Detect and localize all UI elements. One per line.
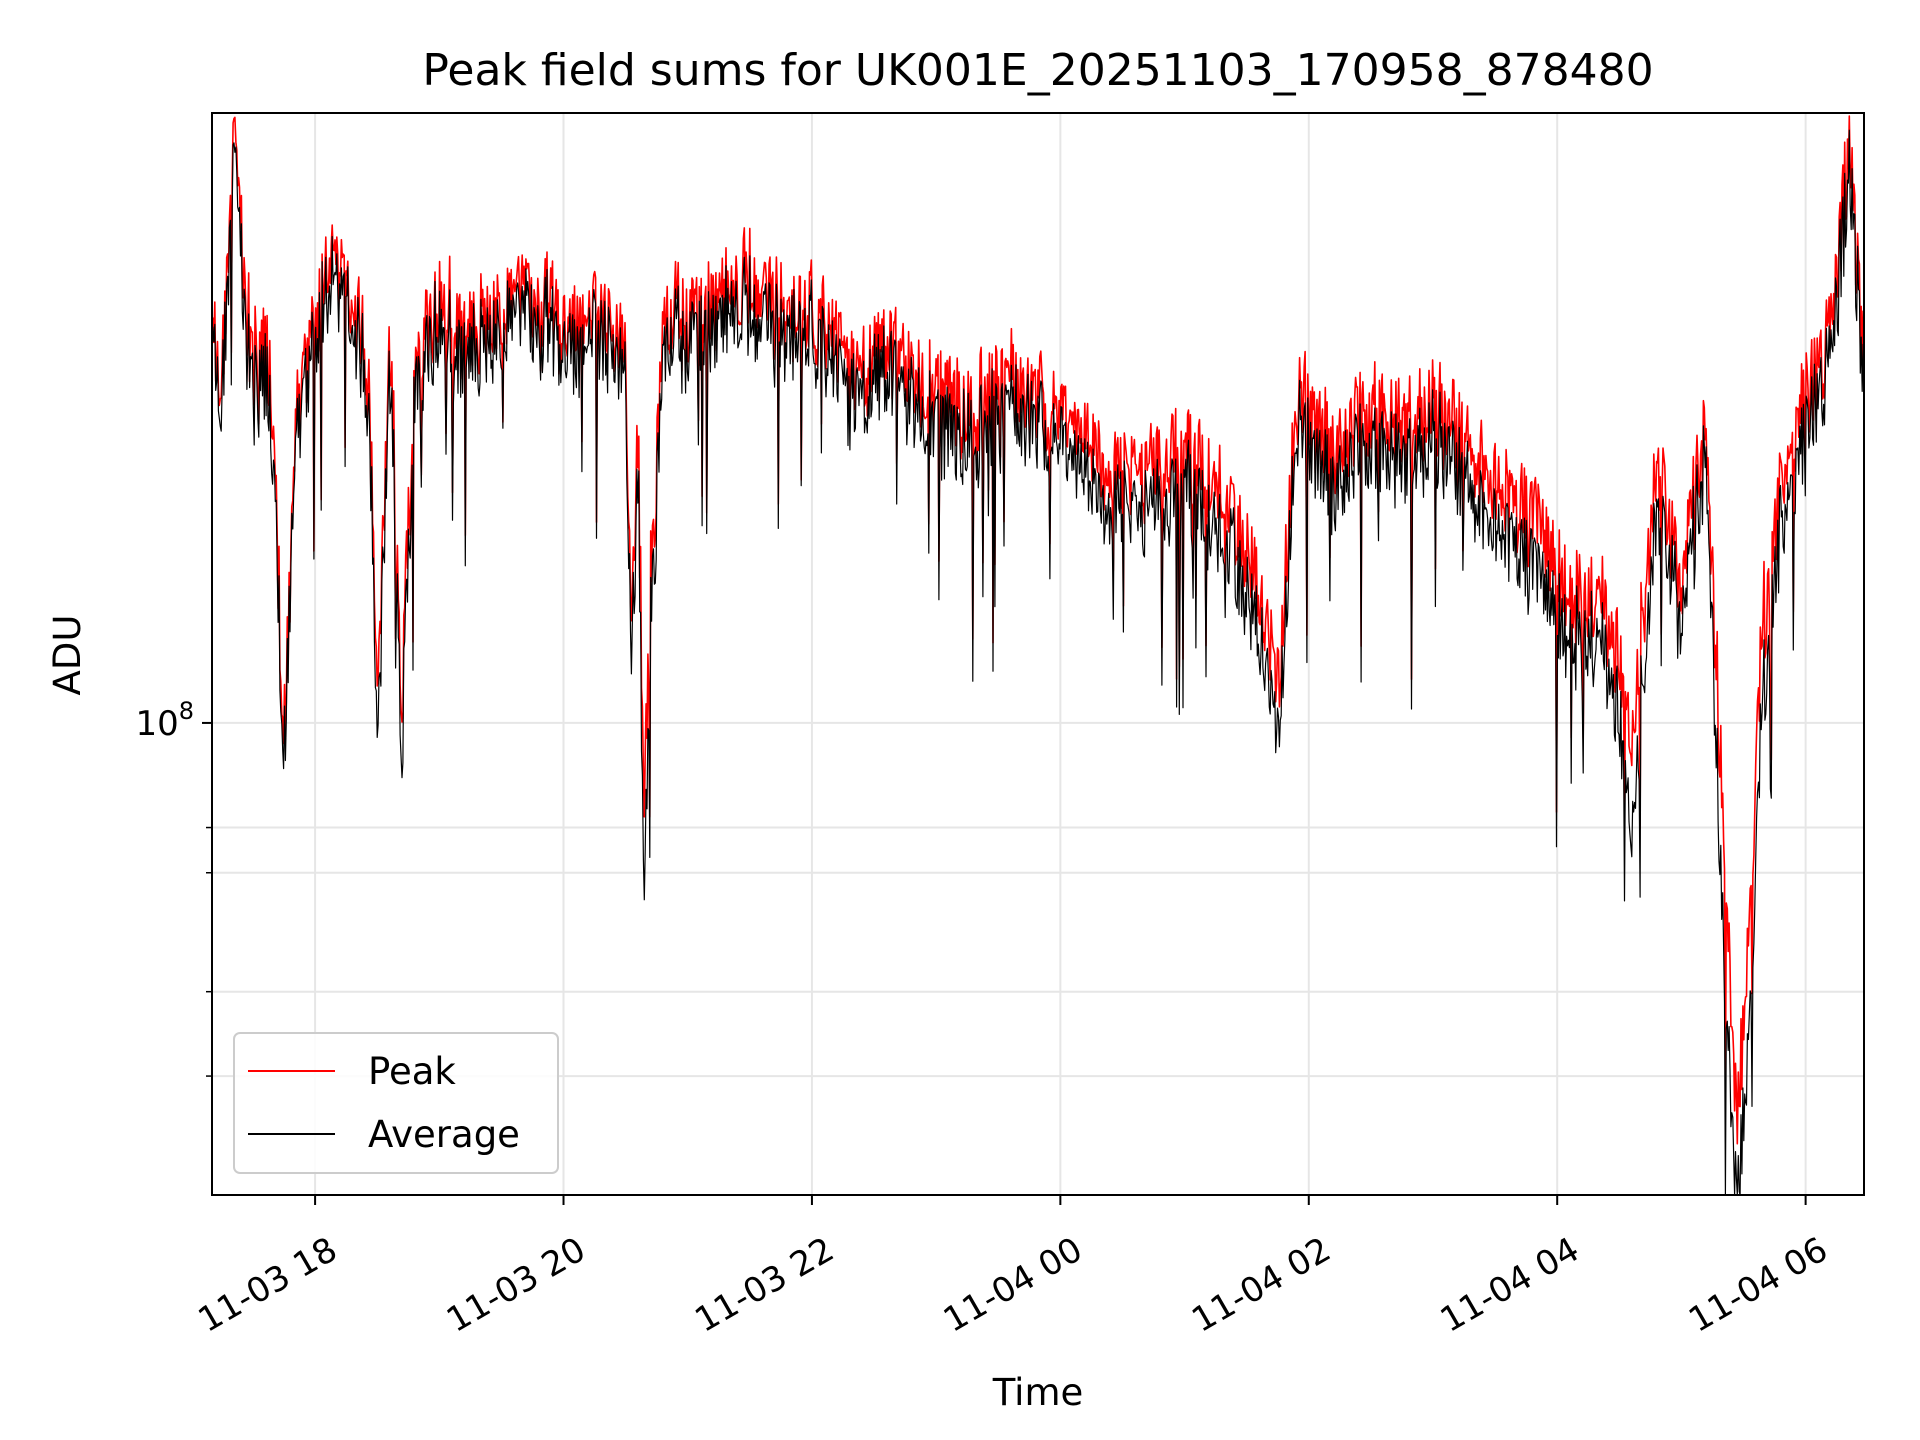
y-axis: 108 [135, 697, 212, 1077]
legend-label-average: Average [368, 1113, 520, 1156]
chart-title: Peak field sums for UK001E_20251103_1709… [422, 45, 1653, 96]
x-axis-label: Time [992, 1371, 1084, 1414]
legend: Peak Average [233, 1032, 559, 1174]
plot-lines [211, 115, 1865, 1196]
series-line-average [211, 129, 1865, 1196]
legend-box [233, 1032, 559, 1174]
y-tick-label: 108 [135, 697, 194, 744]
y-axis-label: ADU [46, 615, 89, 696]
plot-frame [211, 112, 1865, 1196]
legend-label-peak: Peak [368, 1050, 456, 1093]
series-line-peak [211, 115, 1865, 1145]
